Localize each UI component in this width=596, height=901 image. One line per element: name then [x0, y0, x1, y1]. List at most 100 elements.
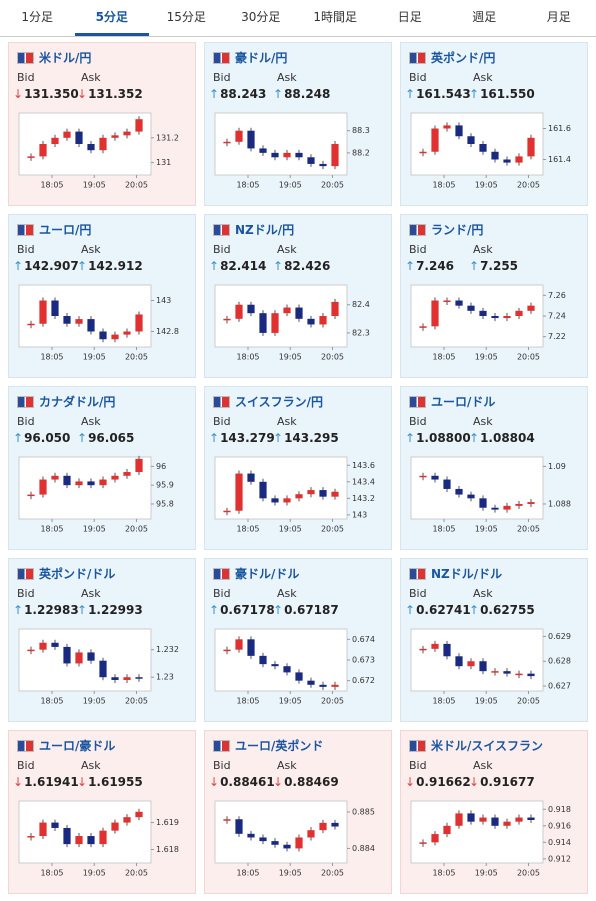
currency-card[interactable]: ユーロ/英ポンド Bid Ask ↓0.88461 ↓0.88469 0.885 0.884… [204, 730, 392, 894]
candle [271, 664, 279, 667]
flag-icon [409, 224, 426, 236]
currency-card[interactable]: ユーロ/円 Bid Ask ↑142.907 ↑142.912 143 142.8 18:05… [8, 214, 196, 378]
mini-chart: 143 142.8 18:05 19:05 20:05 [18, 284, 179, 362]
x-tick-label: 20:05 [321, 697, 344, 706]
trend-arrow: ↑ [13, 431, 24, 445]
price: 96.050 [24, 431, 71, 445]
candle [419, 326, 427, 328]
currency-card[interactable]: ユーロ/豪ドル Bid Ask ↓1.61941 ↓1.61955 1.619 1.618 1… [8, 730, 196, 894]
y-tick-label: 0.884 [352, 844, 375, 853]
candle [87, 481, 95, 486]
candle [295, 837, 303, 849]
y-tick-label: 131.2 [156, 133, 179, 142]
currency-card[interactable]: 米ドル/円 Bid Ask ↓131.350 ↓131.352 131.2 131 18:05… [8, 42, 196, 206]
bid-value: ↓0.88461 [209, 775, 275, 789]
candle [419, 475, 427, 478]
bid-label: Bid [213, 759, 231, 772]
ask-label: Ask [473, 71, 493, 84]
trend-arrow: ↑ [209, 259, 220, 273]
currency-card[interactable]: 豪ドル/円 Bid Ask ↑88.243 ↑88.248 88.3 88.2 18:05 19… [204, 42, 392, 206]
x-tick-label: 20:05 [517, 181, 540, 190]
trend-arrow: ↑ [209, 431, 220, 445]
y-tick-label: 0.628 [548, 657, 571, 666]
y-tick-label: 143.4 [352, 477, 375, 486]
trend-arrow: ↑ [209, 603, 220, 617]
candle [63, 646, 71, 664]
candle [467, 136, 475, 144]
candle [123, 472, 131, 476]
x-tick-label: 20:05 [321, 525, 344, 534]
chart-box [410, 800, 544, 864]
trend-arrow: ↓ [13, 87, 24, 101]
candle [235, 130, 243, 142]
candle [515, 310, 523, 316]
ask-label: Ask [277, 587, 297, 600]
candle [39, 300, 47, 324]
candle [307, 318, 315, 325]
currency-card[interactable]: 英ポンド/ドル Bid Ask ↑1.22983 ↑1.22993 1.232 1.23 18… [8, 558, 196, 722]
candle [235, 304, 243, 319]
tab[interactable]: 日足 [397, 10, 422, 24]
candle [223, 510, 231, 513]
candle [515, 673, 523, 676]
candle [39, 144, 47, 157]
mini-chart: 1.232 1.23 18:05 19:05 20:05 [18, 628, 179, 706]
trend-arrow: ↓ [13, 775, 24, 789]
x-tick-label: 20:05 [125, 697, 148, 706]
bid-label: Bid [17, 759, 35, 772]
tab[interactable]: 月足 [546, 10, 571, 24]
candle [431, 300, 439, 327]
x-tick-label: 18:05 [432, 869, 455, 878]
price: 82.414 [220, 259, 267, 273]
price: 0.91662 [416, 775, 471, 789]
y-tick-label: 0.672 [352, 676, 375, 685]
candle [259, 837, 267, 842]
candle [283, 666, 291, 673]
tab[interactable]: 1時間足 [313, 10, 358, 24]
candle [135, 314, 143, 332]
candle [491, 507, 499, 510]
price: 142.912 [88, 259, 143, 273]
ask-value: ↑88.248 [273, 87, 330, 101]
y-tick-label: 1.088 [548, 499, 571, 508]
x-tick-label: 18:05 [40, 525, 63, 534]
candle [503, 159, 511, 163]
currency-card[interactable]: 米ドル/スイスフラン Bid Ask ↓0.91662 ↓0.91677 0.918 0.9… [400, 730, 588, 894]
ask-label: Ask [473, 759, 493, 772]
candle [247, 639, 255, 656]
trend-arrow: ↑ [77, 259, 88, 273]
tab[interactable]: 5分足 [74, 0, 149, 36]
currency-card[interactable]: 英ポンド/円 Bid Ask ↑161.543 ↑161.550 161.6 161.4 18… [400, 42, 588, 206]
candle [87, 319, 95, 332]
ask-value: ↑142.912 [77, 259, 143, 273]
chart-box [410, 456, 544, 520]
bid-value: ↓131.350 [13, 87, 79, 101]
ask-value: ↓0.88469 [273, 775, 339, 789]
currency-card[interactable]: カナダドル/円 Bid Ask ↑96.050 ↑96.065 96 95.9 95.8 18:… [8, 386, 196, 550]
chart-box [410, 628, 544, 692]
candle [247, 304, 255, 314]
currency-card[interactable]: スイスフラン/円 Bid Ask ↑143.279 ↑143.295 143.6 143.4… [204, 386, 392, 550]
mini-chart: 7.26 7.24 7.22 18:05 19:05 20:05 [410, 284, 566, 362]
currency-card[interactable]: NZドル/ドル Bid Ask ↑0.62741 ↑0.62755 0.629 0.628 0… [400, 558, 588, 722]
candle [443, 300, 451, 302]
currency-card[interactable]: 豪ドル/ドル Bid Ask ↑0.67178 ↑0.67187 0.674 0.673 0.… [204, 558, 392, 722]
x-tick-label: 18:05 [432, 525, 455, 534]
tab[interactable]: 30分足 [241, 10, 281, 24]
currency-card[interactable]: ランド/円 Bid Ask ↑7.246 ↑7.255 7.26 7.24 7.22 18:05… [400, 214, 588, 378]
flag-icon [213, 568, 230, 580]
tab[interactable]: 週足 [472, 10, 497, 24]
currency-card[interactable]: ユーロ/ドル Bid Ask ↑1.08800 ↑1.08804 1.09 1.088 18:… [400, 386, 588, 550]
candle [443, 125, 451, 129]
currency-card[interactable]: NZドル/円 Bid Ask ↑82.414 ↑82.426 82.4 82.3 18:05 1… [204, 214, 392, 378]
tab[interactable]: 1分足 [21, 10, 54, 24]
candle [271, 841, 279, 845]
ask-value: ↑161.550 [469, 87, 535, 101]
candle [491, 671, 499, 673]
candle [527, 305, 535, 311]
candle [467, 813, 475, 822]
tab[interactable]: 15分足 [166, 10, 206, 24]
trend-arrow: ↑ [209, 87, 220, 101]
candle [99, 331, 107, 340]
candle [479, 498, 487, 508]
